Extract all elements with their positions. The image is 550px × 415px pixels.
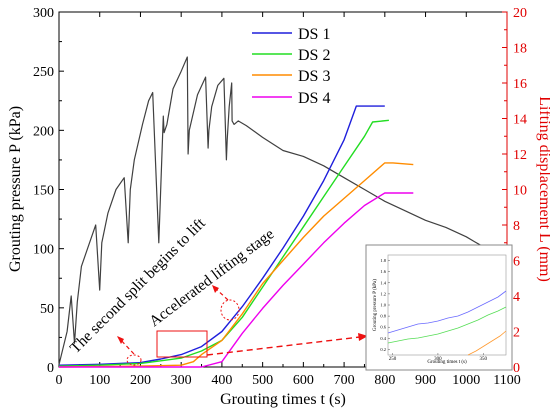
series-line-ds3	[58, 162, 414, 368]
inset-y-tick-label: 0.6	[380, 325, 386, 330]
inset-x-tick-label: 300	[434, 357, 442, 362]
right-y-tick-label: 14	[513, 113, 527, 128]
right-y-axis-label: Lifting displacement L (mm)	[536, 96, 550, 282]
x-tick-label: 400	[211, 373, 232, 388]
x-tick-label: 0	[56, 373, 63, 388]
zoom-box	[156, 330, 208, 358]
inset-x-tick-label: 350	[480, 357, 488, 362]
inset-y-tick-label: 0.2	[380, 347, 386, 352]
pressure-line	[58, 56, 492, 365]
right-y-tick-label: 0	[513, 361, 520, 376]
inset-y-tick-label: 1.4	[380, 280, 386, 285]
right-y-tick-label: 16	[513, 77, 527, 92]
series-layer	[58, 56, 492, 368]
right-y-tick-label: 4	[513, 290, 520, 305]
left-y-axis-label: Grouting pressure P (kPa)	[7, 106, 24, 272]
series-line-ds4	[59, 192, 414, 368]
inset-curve-ds3	[467, 330, 507, 356]
left-y-tick-label: 50	[40, 302, 54, 317]
legend-label-ds3: DS 3	[298, 68, 330, 85]
x-tick-label: 600	[293, 373, 314, 388]
right-y-tick-label: 6	[513, 255, 520, 270]
inset-y-axis-label: Grouting pressure P (kPa)	[373, 279, 378, 331]
right-y-tick-label: 8	[513, 219, 520, 234]
left-y-tick-label: 250	[33, 65, 54, 80]
accelerated-arrow-head	[212, 285, 219, 293]
inset-curves	[387, 290, 507, 356]
zoom-arrow	[206, 336, 361, 356]
series-line-ds1	[58, 105, 385, 366]
inset-y-tick-label: 0.4	[380, 336, 386, 341]
x-tick-label: 100	[89, 373, 110, 388]
inset-chart: 250 300 350 0.2 0.4 0.6 0.8 1.0 1.2 1.4 1.6 1.8 Gro…	[365, 244, 513, 371]
legend: DS 1 DS 2 DS 3 DS 4	[252, 26, 330, 107]
right-y-tick-label: 20	[513, 6, 527, 21]
left-y-tick-label: 0	[47, 361, 54, 376]
x-tick-label: 1100	[493, 373, 520, 388]
left-y-tick-label: 200	[33, 124, 54, 139]
inset-y-tick-label: 1.6	[380, 269, 386, 274]
x-tick-label: 500	[252, 373, 273, 388]
x-axis-label: Grouting times t (s)	[220, 391, 346, 408]
zoom-arrow-head	[358, 333, 368, 341]
inset-curve-ds2	[387, 306, 507, 344]
right-y-tick-label: 18	[513, 42, 527, 57]
inset-y-tick-label: 1.8	[380, 258, 386, 263]
right-y-tick-label: 2	[513, 326, 520, 341]
x-tick-label: 800	[374, 373, 395, 388]
series-line-ds2	[58, 119, 389, 367]
legend-label-ds2: DS 2	[298, 47, 330, 64]
x-tick-label: 1000	[452, 373, 480, 388]
left-y-axis: 0 50 100 150 200 250 300	[33, 6, 64, 376]
inset-plot-area	[387, 254, 507, 356]
x-tick-label: 200	[130, 373, 151, 388]
x-tick-label: 900	[415, 373, 436, 388]
legend-label-ds4: DS 4	[298, 90, 330, 107]
right-y-tick-label: 10	[513, 184, 527, 199]
left-y-tick-label: 150	[33, 184, 54, 199]
inset-axes: 250 300 350 0.2 0.4 0.6 0.8 1.0 1.2 1.4 1.6 1.8	[380, 258, 487, 362]
split-arrow	[117, 336, 135, 355]
x-tick-label: 300	[171, 373, 192, 388]
right-y-tick-label: 12	[513, 148, 527, 163]
inset-curve-ds1	[387, 290, 507, 334]
inset-x-tick-label: 250	[389, 357, 397, 362]
accelerated-marker-circle	[220, 299, 240, 321]
x-tick-label: 700	[334, 373, 355, 388]
left-y-tick-label: 300	[33, 6, 54, 21]
legend-label-ds1: DS 1	[298, 26, 330, 43]
inset-y-tick-label: 1.0	[380, 303, 386, 308]
inset-y-tick-label: 0.8	[380, 314, 386, 319]
inset-y-tick-label: 1.2	[380, 291, 386, 296]
split-arrow-head	[117, 336, 124, 344]
split-marker-circle	[126, 354, 142, 366]
inset-x-axis-label: Grouting times t (s)	[427, 360, 467, 365]
left-y-tick-label: 100	[33, 243, 54, 258]
